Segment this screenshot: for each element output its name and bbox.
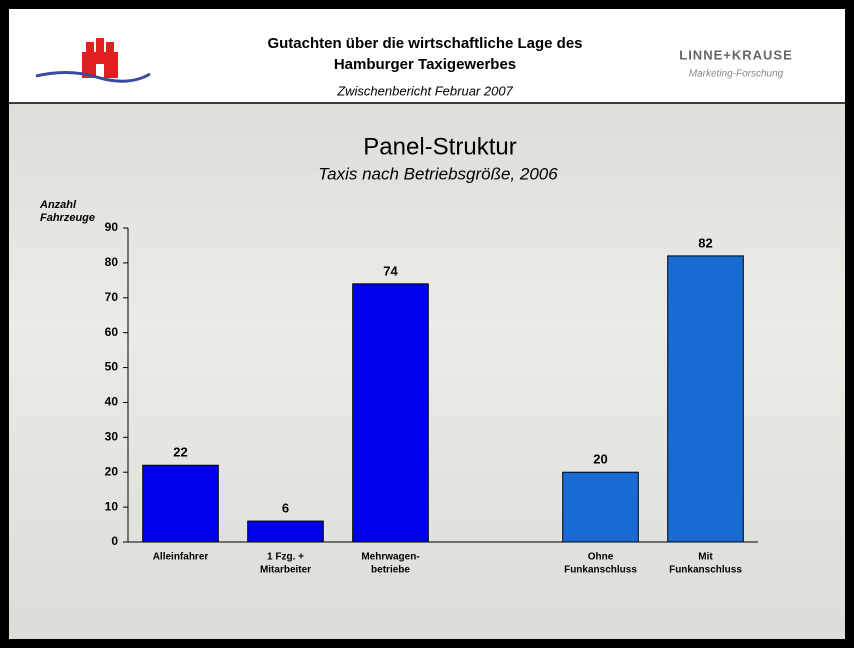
x-tick-label: Mitarbeiter	[260, 565, 311, 576]
x-tick-label: betriebe	[371, 565, 410, 576]
y-axis-label: Anzahl	[39, 199, 77, 211]
chart-subtitle: Taxis nach Betriebsgröße, 2006	[318, 164, 558, 183]
value-label: 6	[282, 501, 289, 516]
y-tick-label: 70	[105, 290, 119, 304]
value-label: 20	[593, 452, 607, 467]
value-label: 82	[698, 235, 712, 250]
y-tick-label: 50	[105, 360, 119, 374]
header-title: Hamburger Taxigewerbes	[334, 56, 516, 73]
x-tick-label: Funkanschluss	[669, 565, 742, 576]
y-tick-label: 40	[105, 395, 119, 409]
bar	[247, 520, 324, 543]
logo-name: LINNE+KRAUSE	[679, 47, 793, 62]
y-tick-label: 20	[105, 464, 119, 478]
y-tick-label: 30	[105, 430, 119, 444]
header-subtitle: Zwischenbericht Februar 2007	[336, 83, 513, 98]
y-tick-label: 80	[105, 255, 119, 269]
y-tick-label: 90	[105, 220, 119, 234]
chart-title: Panel-Struktur	[363, 133, 516, 160]
bar	[562, 471, 639, 543]
bar	[352, 283, 429, 543]
logo-tagline: Marketing-Forschung	[689, 69, 784, 80]
bar	[142, 464, 219, 543]
x-tick-label: 1 Fzg. +	[267, 552, 304, 563]
y-tick-label: 10	[105, 499, 119, 513]
x-tick-label: Alleinfahrer	[153, 552, 209, 563]
x-tick-label: Ohne	[588, 552, 614, 563]
header-title: Gutachten über die wirtschaftliche Lage …	[267, 35, 582, 52]
header	[9, 9, 845, 103]
value-label: 22	[173, 445, 187, 460]
y-tick-label: 0	[111, 534, 118, 548]
value-label: 74	[383, 263, 398, 278]
y-axis-label: Fahrzeuge	[40, 212, 95, 224]
y-tick-label: 60	[105, 325, 119, 339]
x-tick-label: Funkanschluss	[564, 565, 637, 576]
x-tick-label: Mit	[698, 552, 713, 563]
x-tick-label: Mehrwagen-	[361, 552, 419, 563]
hamburg-logo	[35, 38, 151, 83]
bar	[667, 255, 744, 543]
